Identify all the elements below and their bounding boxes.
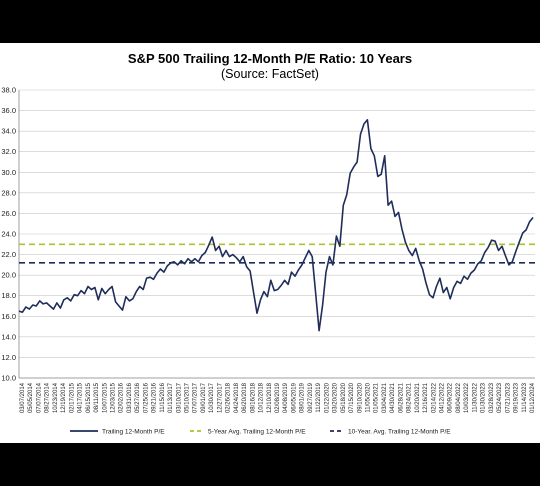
x-tick-label: 07/07/2014 [36, 382, 42, 413]
x-tick-label: 08/16/2018 [250, 382, 256, 413]
x-tick-label: 04/30/2021 [390, 382, 396, 413]
y-tick-label: 16.0 [1, 312, 16, 321]
x-tick-label: 12/10/2018 [267, 382, 273, 413]
x-tick-label: 10/23/2014 [53, 382, 59, 413]
y-tick-label: 14.0 [1, 332, 16, 341]
x-tick-label: 08/24/2021 [407, 382, 413, 413]
x-tick-label: 06/28/2021 [398, 382, 404, 413]
x-tick-label: 03/07/2014 [20, 382, 26, 413]
x-tick-label: 10/20/2021 [415, 382, 421, 413]
x-tick-label: 01/13/2017 [168, 382, 174, 413]
y-tick-label: 22.0 [1, 250, 16, 259]
x-tick-label: 08/27/2014 [45, 382, 51, 413]
x-tick-label: 12/16/2021 [423, 382, 429, 413]
x-tick-label: 10/03/2022 [464, 382, 470, 413]
chart-subtitle: (Source: FactSet) [221, 67, 319, 81]
x-tick-label: 11/15/2016 [160, 382, 166, 412]
x-tick-label: 09/19/2023 [514, 382, 520, 413]
x-tick-label: 06/15/2015 [86, 382, 92, 413]
x-tick-label: 10/07/2015 [102, 382, 108, 413]
x-tick-label: 05/18/2020 [341, 382, 347, 413]
y-tick-label: 10.0 [1, 374, 16, 383]
x-tick-label: 03/20/2020 [333, 382, 339, 413]
y-tick-label: 30.0 [1, 168, 16, 177]
y-tick-label: 28.0 [1, 188, 16, 197]
y-tick-label: 24.0 [1, 230, 16, 239]
x-tick-label: 02/08/2019 [275, 382, 281, 413]
x-tick-label: 11/05/2020 [365, 382, 371, 412]
x-tick-label: 03/04/2021 [382, 382, 388, 413]
x-tick-label: 05/27/2016 [135, 382, 141, 413]
x-tick-label: 02/26/2018 [226, 382, 232, 413]
x-tick-label: 05/24/2023 [497, 382, 503, 413]
x-tick-label: 02/17/2015 [69, 382, 75, 413]
x-tick-label: 06/09/2022 [448, 382, 454, 413]
x-tick-label: 06/20/2018 [242, 382, 248, 413]
x-tick-label: 07/25/2016 [143, 382, 149, 413]
x-tick-label: 04/24/2018 [234, 382, 240, 413]
x-tick-label: 03/28/2023 [489, 382, 495, 413]
x-tick-label: 06/05/2019 [291, 382, 297, 413]
pe-series-line [18, 119, 534, 332]
x-tick-label: 11/30/2022 [472, 382, 478, 412]
chart-plot: 10.0 12.0 14.0 16.0 18.0 20.0 22.0 24.0 26.0 28.0… [1, 86, 536, 436]
x-tick-label: 11/14/2023 [522, 382, 528, 412]
x-tick-label: 01/05/2021 [374, 382, 380, 413]
y-tick-label: 12.0 [1, 353, 16, 362]
y-tick-label: 18.0 [1, 291, 16, 300]
x-tick-label: 04/12/2022 [440, 382, 446, 413]
x-tick-label: 04/08/2019 [283, 382, 289, 413]
x-tick-label: 02/02/2016 [119, 382, 125, 413]
x-tick-label: 12/03/2015 [110, 382, 116, 413]
x-tick-label: 08/04/2022 [456, 382, 462, 413]
y-tick-label: 34.0 [1, 127, 16, 136]
x-tick-label: 09/21/2016 [152, 382, 158, 413]
x-tick-label: 01/30/2023 [481, 382, 487, 413]
x-tick-label: 04/17/2015 [78, 382, 84, 413]
x-tick-label: 10/12/2018 [259, 382, 265, 413]
x-tick-label: 01/22/2020 [324, 382, 330, 413]
y-tick-label: 26.0 [1, 209, 16, 218]
y-tick-label: 36.0 [1, 106, 16, 115]
x-tick-label: 11/22/2019 [316, 382, 322, 412]
legend-five-year-avg-label: 5-Year Avg. Trailing 12-Month P/E [208, 429, 306, 436]
legend-trailing-pe-label: Trailing 12-Month P/E [102, 429, 165, 436]
x-tick-label: 07/15/2020 [349, 382, 355, 413]
x-tick-label: 07/07/2017 [193, 382, 199, 413]
x-tick-label: 08/11/2015 [94, 382, 100, 412]
x-tick-label: 09/01/2017 [201, 382, 207, 413]
x-tick-label: 05/05/2014 [28, 382, 34, 413]
x-tick-label: 08/01/2019 [300, 382, 306, 413]
x-tick-label: 12/19/2014 [61, 382, 67, 413]
y-tick-label: 20.0 [1, 271, 16, 280]
y-tick-label: 32.0 [1, 147, 16, 156]
chart-title: S&P 500 Trailing 12-Month P/E Ratio: 10 … [127, 51, 413, 66]
x-tick-label: 10/30/2017 [209, 382, 215, 413]
x-tick-label: 09/27/2019 [308, 382, 314, 413]
x-tick-label: 01/12/2024 [530, 382, 536, 413]
chart-card: S&P 500 Trailing 12-Month P/E Ratio: 10 … [0, 43, 540, 443]
x-tick-label: 12/27/2017 [217, 382, 223, 413]
x-tick-label: 05/10/2017 [185, 382, 191, 413]
legend-ten-year-avg-label: 10-Year. Avg. Trailing 12-Month P/E [348, 429, 451, 436]
x-tick-label: 03/31/2016 [127, 382, 133, 413]
x-tick-label: 03/10/2017 [176, 382, 182, 413]
x-tick-label: 09/10/2020 [357, 382, 363, 413]
y-tick-label: 38.0 [1, 86, 16, 95]
x-tick-label: 07/21/2023 [505, 382, 511, 413]
x-tick-label: 02/14/2022 [431, 382, 437, 413]
